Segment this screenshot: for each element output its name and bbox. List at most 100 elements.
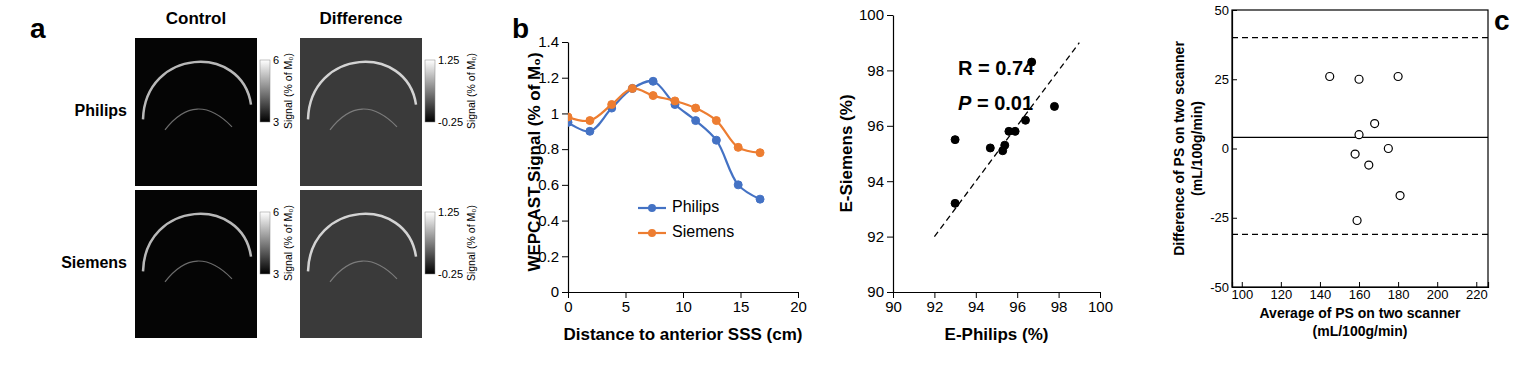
tick: -25	[1210, 210, 1237, 225]
image	[300, 38, 422, 186]
reference-line	[1232, 37, 1488, 38]
tick-mark	[562, 292, 568, 293]
point	[1001, 141, 1009, 149]
point	[756, 195, 764, 203]
point	[1355, 131, 1363, 139]
tick-mark	[562, 149, 568, 150]
x-axis-title: Distance to anterior SSS (cm)	[563, 325, 802, 344]
tick-mark	[562, 221, 568, 222]
tick-label: -0.25	[438, 116, 463, 128]
x-axis-title-line: (mL/100g/min)	[1313, 323, 1408, 339]
axis-line	[270, 213, 271, 275]
tick: 15	[733, 292, 750, 315]
point	[951, 136, 959, 144]
tick-mark	[887, 237, 893, 238]
tick: 96	[867, 117, 893, 134]
tick-label: 6	[273, 54, 279, 66]
y-axis-title: Difference of PS on two scanner(mL/100g/…	[1171, 41, 1205, 256]
axis-line	[1233, 11, 1238, 288]
tick-label: 15	[733, 298, 750, 315]
panel-label: a	[30, 13, 46, 44]
figure: aControlDifferencePhilipsSiemens36Signal…	[0, 0, 1517, 365]
x-axis-title: Average of PS on two scanner (mL/100g/min…	[1260, 305, 1462, 339]
point	[1365, 161, 1373, 169]
point	[756, 149, 764, 157]
axis-line	[435, 61, 436, 123]
tick-label: 96	[1009, 298, 1026, 315]
point	[986, 144, 994, 152]
tick-label: 1.25	[438, 54, 459, 66]
reference-line	[934, 43, 1079, 237]
tick-label: 92	[867, 228, 884, 245]
axis: 36	[270, 54, 279, 128]
plot-area	[934, 43, 1079, 237]
plot-frame	[1232, 10, 1488, 287]
point	[1384, 145, 1392, 153]
image-outline	[143, 62, 251, 120]
tick-label: -0.25	[438, 268, 463, 280]
tick-mark	[887, 126, 893, 127]
plot-area	[568, 77, 764, 203]
tick: 98	[867, 62, 893, 79]
series-line	[568, 88, 760, 152]
point	[1050, 102, 1058, 110]
tick-label: 10	[675, 298, 692, 315]
tick-mark	[887, 292, 893, 293]
axis: 9092949698100	[859, 6, 894, 300]
colorbar-label: Signal (% of M₀)	[465, 53, 477, 129]
point	[1011, 127, 1019, 135]
tick: 100	[1231, 282, 1253, 302]
tick: 94	[867, 173, 893, 190]
tick-label: 96	[867, 117, 884, 134]
colorbar	[425, 212, 435, 274]
tick-label: 90	[885, 298, 902, 315]
tick-label: 3	[273, 268, 279, 280]
axis-line	[893, 16, 894, 293]
tick-mark	[1232, 79, 1237, 80]
tick: 180	[1388, 282, 1410, 302]
tick-mark	[562, 113, 568, 114]
point	[628, 84, 636, 92]
x-axis-title-line: Average of PS on two scanner	[1260, 305, 1462, 321]
tick: 92	[867, 228, 893, 245]
tick: 3	[270, 268, 279, 280]
point	[586, 117, 594, 125]
series-line	[568, 81, 760, 199]
tick-label: 0	[1222, 141, 1229, 156]
point	[568, 113, 572, 121]
tick-mark	[562, 256, 568, 257]
axis-line	[435, 213, 436, 275]
tick-label: 1.4	[538, 33, 559, 50]
legend: PhilipsSiemens	[638, 198, 734, 240]
point	[951, 199, 959, 207]
point	[649, 92, 657, 100]
point	[712, 136, 720, 144]
tick: 5	[622, 292, 630, 315]
image-panel: ControlDifferencePhilipsSiemens36Signal …	[61, 9, 477, 338]
axis-line	[894, 292, 1101, 293]
tick-label: 160	[1349, 287, 1371, 302]
tick: 0	[1222, 141, 1237, 156]
tick-label: 120	[1271, 287, 1293, 302]
point	[1353, 217, 1361, 225]
tick-label: 6	[273, 206, 279, 218]
tick-label: 1	[551, 105, 559, 122]
column-title: Difference	[319, 9, 402, 28]
point	[712, 117, 720, 125]
tick-label: 0	[551, 283, 559, 300]
axis-line	[270, 61, 271, 123]
legend-marker	[648, 204, 656, 212]
point	[608, 101, 616, 109]
tick-label: 100	[859, 6, 884, 23]
colorbar-label: Signal (% of M₀)	[282, 205, 294, 281]
tick-label: 25	[1215, 72, 1229, 87]
tick-label: 220	[1466, 287, 1488, 302]
point	[1396, 192, 1404, 200]
tick: 1.4	[538, 33, 568, 50]
tick-label: 5	[622, 298, 630, 315]
tick: 92	[927, 292, 944, 315]
tick: 100	[859, 6, 893, 23]
tick-label: 100	[1231, 287, 1253, 302]
legend-label: Siemens	[672, 223, 734, 240]
point	[1021, 116, 1029, 124]
